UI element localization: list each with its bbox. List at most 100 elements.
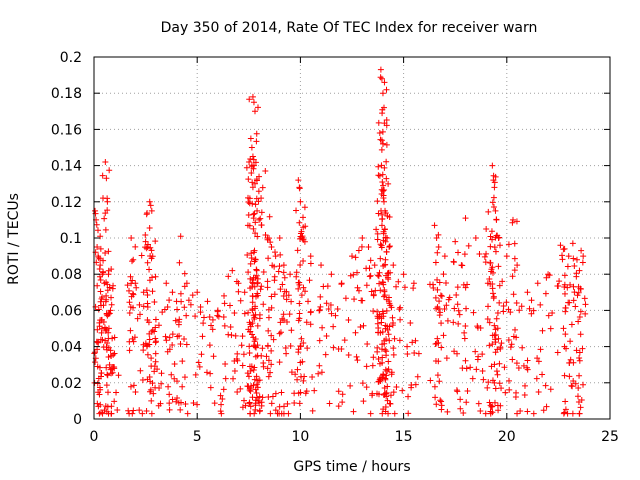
data-point — [383, 372, 390, 379]
data-point — [461, 329, 468, 336]
data-point — [155, 322, 162, 329]
data-point — [524, 289, 531, 296]
data-point — [250, 342, 257, 349]
data-point — [295, 177, 302, 184]
data-point — [399, 387, 406, 394]
data-point — [272, 249, 279, 256]
data-point — [298, 292, 305, 299]
data-point — [461, 251, 468, 258]
data-point — [500, 303, 507, 310]
data-point — [269, 393, 276, 400]
data-point — [138, 252, 145, 259]
data-point — [367, 257, 374, 264]
data-point — [265, 327, 272, 334]
data-point — [378, 222, 385, 229]
data-point — [477, 407, 484, 414]
data-point — [316, 307, 323, 314]
data-point — [462, 284, 469, 291]
data-point — [253, 138, 260, 145]
data-point — [476, 250, 483, 257]
data-point — [492, 248, 499, 255]
data-point — [373, 226, 380, 233]
data-point — [234, 350, 241, 357]
data-point — [432, 259, 439, 266]
data-point — [556, 278, 563, 285]
data-point — [271, 277, 278, 284]
data-point — [148, 247, 155, 254]
data-point — [470, 309, 477, 316]
data-point — [275, 268, 282, 275]
data-point — [395, 278, 402, 285]
data-point — [575, 289, 582, 296]
data-point — [104, 207, 111, 214]
data-point — [206, 342, 213, 349]
data-point — [276, 330, 283, 337]
data-point — [485, 208, 492, 215]
data-point — [469, 375, 476, 382]
data-point — [576, 357, 583, 364]
data-point — [252, 230, 259, 237]
data-point — [388, 304, 395, 311]
data-point — [146, 341, 153, 348]
data-point — [277, 329, 284, 336]
data-point — [260, 268, 267, 275]
data-point — [246, 350, 253, 357]
data-point — [354, 357, 361, 364]
data-point — [155, 402, 162, 409]
data-point — [234, 389, 241, 396]
data-point — [210, 353, 217, 360]
data-point — [376, 378, 383, 385]
data-point — [574, 393, 581, 400]
data-point — [109, 335, 116, 342]
data-point — [396, 306, 403, 313]
data-point — [280, 311, 287, 318]
data-point — [575, 384, 582, 391]
data-point — [152, 316, 159, 323]
data-point — [487, 410, 494, 417]
data-point — [169, 331, 176, 338]
data-point — [371, 262, 378, 269]
data-point — [256, 315, 263, 322]
data-point — [317, 293, 324, 300]
data-point — [323, 300, 330, 307]
y-tick-label: 0 — [73, 412, 82, 428]
data-point — [248, 144, 255, 151]
data-point — [177, 406, 184, 413]
data-point — [354, 269, 361, 276]
data-point — [355, 287, 362, 294]
data-point — [581, 295, 588, 302]
data-point — [491, 244, 498, 251]
data-point — [433, 401, 440, 408]
data-point — [579, 259, 586, 266]
data-point — [297, 262, 304, 269]
data-point — [169, 396, 176, 403]
data-point — [101, 215, 108, 222]
data-point — [342, 295, 349, 302]
data-point — [270, 336, 277, 343]
data-point — [514, 410, 521, 417]
data-point — [220, 314, 227, 321]
data-point — [267, 410, 274, 417]
data-point — [528, 310, 535, 317]
data-point — [374, 344, 381, 351]
data-point — [177, 290, 184, 297]
data-point — [251, 283, 258, 290]
data-point — [143, 287, 150, 294]
data-point — [490, 295, 497, 302]
y-tick-label: 0.06 — [51, 303, 82, 319]
data-point — [379, 354, 386, 361]
data-point — [483, 250, 490, 257]
data-point — [383, 158, 390, 165]
data-point — [272, 407, 279, 414]
data-point — [103, 310, 110, 317]
data-point — [514, 262, 521, 269]
data-point — [200, 314, 207, 321]
data-point — [437, 292, 444, 299]
data-point — [139, 377, 146, 384]
data-point — [493, 315, 500, 322]
data-point — [578, 247, 585, 254]
data-point — [277, 319, 284, 326]
data-point — [383, 141, 390, 148]
data-point — [547, 386, 554, 393]
